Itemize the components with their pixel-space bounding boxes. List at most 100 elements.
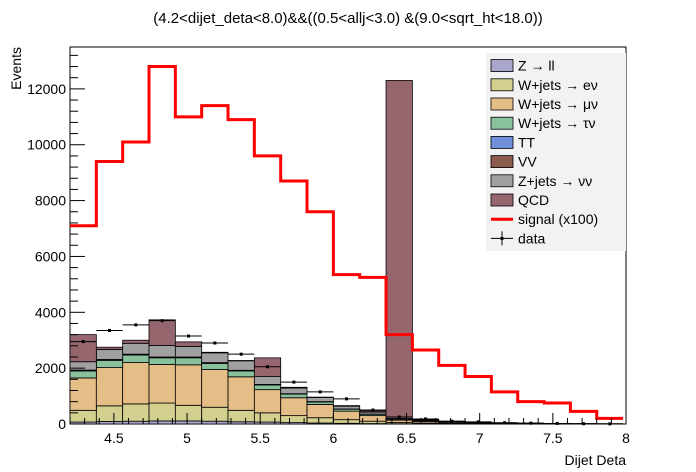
bar-stack2-bin1 [95,367,124,407]
bar-stack3-bin4 [174,357,203,366]
bar-stack7-bin2 [122,339,150,344]
bar-stack3-bin7 [253,384,282,391]
bar-stack7-bin3 [148,319,176,346]
data-point-16 [503,421,507,425]
legend-label-3: W+jets → τν [518,115,596,131]
bar-stack1-bin6 [227,409,255,423]
y-tick-label-0: 0 [58,416,66,432]
legend-label-0: Z → ll [518,58,555,74]
bar-stack2-bin4 [174,364,203,406]
bar-stack2-bin9 [306,404,334,419]
bar-stack1-bin7 [253,412,282,423]
bar-stack6-bin3 [148,345,176,358]
legend-label-6: Z+jets → νν [518,173,592,189]
bar-stack1-bin1 [95,405,124,422]
data-point-9 [318,390,322,394]
data-point-15 [476,420,480,424]
y-axis-label: Events [8,47,24,90]
data-point-2 [134,323,138,327]
signal-line [70,65,624,420]
data-point-0 [81,340,85,344]
bar-stack7-bin8 [280,386,308,389]
data-point-14 [450,419,454,423]
bar-stack0-bin5 [201,420,229,425]
data-point-1 [108,328,112,332]
legend-swatch-4 [490,135,514,149]
y-tick-label-1: 2000 [35,360,66,376]
bar-stack7-bin0 [69,334,97,363]
bar-stack2-bin8 [280,397,308,417]
data-point-7 [266,365,270,369]
legend-label-7: QCD [518,192,549,208]
data-point-8 [292,380,296,384]
data-point-13 [424,417,428,421]
bar-stack2-bin7 [253,389,282,414]
data-points [70,319,624,426]
data-point-6 [239,352,243,356]
chart-title: (4.2<dijet_deta<8.0)&&((0.5<allj<3.0) &(… [153,10,542,27]
data-point-4 [187,334,191,338]
bar-stack1-bin0 [69,409,97,423]
bar-stack2-bin10 [332,410,361,421]
bar-stack3-bin1 [95,359,124,368]
x-tick-label-5: 7 [476,430,484,446]
legend-label-1: W+jets → eν [518,77,598,93]
data-point-11 [371,408,375,412]
x-tick-label-3: 6 [329,430,337,446]
legend-swatch-3 [490,116,514,130]
bar-stack6-bin1 [95,349,124,360]
bar-stack0-bin3 [148,420,176,425]
legend-swatch-2 [490,97,514,111]
signal-step-line [70,65,624,420]
y-tick-label-5: 10000 [27,137,66,153]
bar-stack1-bin10 [332,419,361,424]
x-tick-label-4: 6.5 [397,430,417,446]
bar-stack6-bin4 [174,345,203,358]
y-tick-label-3: 6000 [35,248,66,264]
x-tick-label-7: 8 [622,430,630,446]
bar-stack0-bin4 [174,420,203,425]
axes: 4.5 5 5.5 6 6.5 7 7.5 8 0 2000 4000 6000 8000 10000 12… [27,54,630,446]
bar-stack7-bin1 [95,346,124,350]
legend-label-9: data [518,230,545,246]
x-tick-label-2: 5.5 [250,430,270,446]
bar-stack3-bin2 [122,354,150,363]
legend-swatch-7 [490,193,514,207]
bar-stack1-bin3 [148,402,176,422]
data-point-3 [160,319,164,323]
bar-stack2-bin2 [122,362,150,405]
legend-label-4: TT [518,134,536,150]
bar-stack2-bin11 [359,415,387,422]
bar-stack6-bin6 [227,360,255,371]
legend-swatch-9 [500,236,504,240]
bar-stack7-bin5 [201,351,229,354]
y-tick-label-2: 4000 [35,304,66,320]
bar-stack6-bin0 [69,361,97,371]
legend-label-2: W+jets → μν [518,96,598,112]
bar-stack3-bin3 [148,357,176,365]
bar-stack6-bin7 [253,376,282,385]
legend-swatch-0 [490,59,514,72]
bar-stack6-bin8 [280,387,308,395]
data-point-10 [345,397,349,401]
x-tick-label-6: 7.5 [543,430,563,446]
data-point-17 [529,421,533,425]
bar-stack3-bin6 [227,370,255,378]
legend-swatch-1 [490,78,514,92]
bar-stack3-bin8 [280,393,308,399]
legend: Z → ll W+jets → eν W+jets → μν W+jets → τν T… [486,53,626,251]
bar-stack6-bin5 [201,352,229,364]
data-point-18 [555,421,559,425]
data-point-19 [582,422,586,426]
bar-stack2-bin5 [201,369,229,408]
data-point-12 [397,415,401,419]
bar-stack1-bin4 [174,404,203,422]
bar-stack6-bin9 [306,397,334,403]
bar-stack7-bin10 [332,405,361,407]
bar-stack2-bin0 [69,377,97,411]
y-tick-label-4: 8000 [35,193,66,209]
bar-stack2-bin6 [227,376,255,411]
y-tick-label-6: 12000 [27,81,66,97]
bar-stack0-bin2 [122,420,150,425]
